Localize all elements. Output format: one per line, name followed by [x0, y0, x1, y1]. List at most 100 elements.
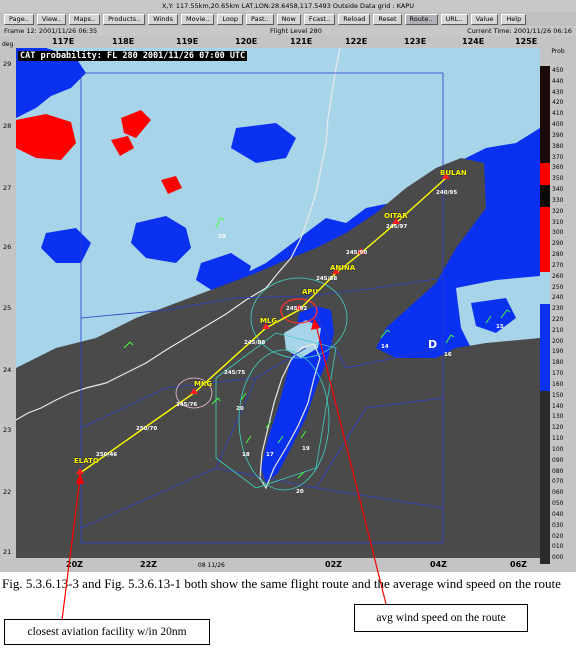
toolbar-button-view[interactable]: View.. [36, 13, 66, 25]
colorbar-swatch [540, 109, 550, 121]
toolbar-button-winds[interactable]: Winds [148, 13, 179, 25]
colorbar-swatch [540, 217, 550, 229]
toolbar-button-value[interactable]: Value [470, 13, 499, 25]
colorbar-label: 030 [552, 521, 564, 529]
toolbar-button-reload[interactable]: Reload [338, 13, 371, 25]
toolbar-button-reset[interactable]: Reset [373, 13, 402, 25]
toolbar-button-now[interactable]: Now [276, 13, 301, 25]
toolbar-button-past[interactable]: Past.. [246, 13, 274, 25]
time-tick: 02Z [325, 560, 342, 569]
colorbar-label: 410 [552, 110, 564, 118]
blue-patch-2 [41, 228, 91, 263]
colorbar-label: 310 [552, 218, 564, 226]
colorbar-label: 060 [552, 489, 564, 497]
colorbar-swatch [540, 120, 550, 132]
toolbar-button-loop[interactable]: Loop [217, 13, 243, 25]
colorbar-swatch [540, 282, 550, 294]
colorbar-label: 420 [552, 99, 564, 107]
colorbar-swatch [540, 185, 550, 197]
latitude-tick: 21 [3, 548, 12, 556]
waypoint-apu: APU [302, 288, 319, 296]
colorbar-swatch [540, 195, 550, 208]
obs-label-9: 18 [242, 452, 250, 458]
colorbar-label: 400 [552, 121, 564, 129]
callout-closest-facility: closest aviation facility w/in 20nm [4, 619, 210, 645]
time-tick: 06Z [510, 560, 527, 569]
colorbar-label: 200 [552, 337, 564, 345]
time-tick: 22Z [140, 560, 157, 569]
red-area-4 [161, 176, 182, 194]
colorbar-swatch [540, 347, 550, 359]
colorbar-swatch [540, 141, 550, 154]
obs-label-5: 20 [236, 406, 244, 412]
colorbar-swatch [540, 444, 550, 457]
waypoint-markers [76, 173, 450, 474]
colorbar-swatch [540, 369, 550, 381]
longitude-tick: 121E [290, 37, 313, 46]
colorbar-swatch [540, 509, 550, 522]
wind-label-4: 245/88 [316, 276, 337, 282]
colorbar-label: 170 [552, 370, 564, 378]
colorbar-swatch [540, 304, 550, 316]
toolbar-button-route[interactable]: Route.. [404, 13, 438, 25]
toolbar-button-page[interactable]: Page.. [4, 13, 34, 25]
longitude-tick: 118E [112, 37, 135, 46]
colorbar-label: 070 [552, 478, 564, 486]
callout-avg-wind: avg wind speed on the route [354, 604, 528, 632]
colorbar-label: 280 [552, 251, 564, 259]
deg-label: deg [2, 41, 14, 48]
toolbar-button-fcast[interactable]: Fcast.. [303, 13, 336, 25]
land-dark-area [16, 158, 540, 558]
map-title: CAT probability: FL 280 2001/11/26 07:00… [18, 51, 248, 61]
time-tick: 20Z [66, 560, 83, 569]
colorbar-label: 380 [552, 142, 564, 150]
colorbar-swatch [540, 87, 550, 99]
colorbar-swatch [540, 271, 550, 283]
current-time-label: Current Time: 2001/11/26 06:16 [467, 27, 572, 35]
colorbar-swatch [540, 293, 550, 305]
waypoint-mkg: MKG [194, 380, 212, 388]
colorbar-swatch [540, 412, 550, 424]
toolbar-button-maps[interactable]: Maps.. [68, 13, 101, 25]
colorbar-swatch [540, 315, 550, 327]
colorbar-label: 120 [552, 424, 564, 432]
toolbar-button-help[interactable]: Help [501, 13, 527, 25]
colorbar-title: Prob [551, 48, 565, 55]
colorbar-label: 290 [552, 240, 564, 248]
wind-label-1: 240/95 [436, 190, 457, 196]
colorbar-swatch [540, 239, 550, 251]
colorbar-swatch [540, 260, 550, 273]
figure-caption: Fig. 5.3.6.13-3 and Fig. 5.3.6.13-1 both… [2, 576, 561, 591]
colorbar-label: 140 [552, 402, 564, 410]
obs-label-4: 15 [496, 324, 504, 330]
colorbar-label: 150 [552, 391, 564, 399]
colorbar-swatch [540, 379, 550, 392]
toolbar-button-url[interactable]: URL.. [440, 13, 468, 25]
time-tick: 08 11/26 [198, 562, 225, 569]
flight-route [79, 177, 447, 474]
colorbar-label: 330 [552, 196, 564, 204]
colorbar-label: 350 [552, 175, 564, 183]
colorbar-swatch [540, 163, 550, 175]
colorbar-label: 240 [552, 294, 564, 302]
colorbar-swatch [540, 477, 550, 489]
time-axis: 20Z 22Z 08 11/26 02Z 04Z 06Z [0, 558, 548, 572]
colorbar-swatch [540, 228, 550, 240]
marker-d: D [428, 338, 437, 351]
colorbar-swatch [540, 401, 550, 413]
cat-probability-map[interactable]: BULAN OITAR ANINA APU MLG MKG ELATO D 24… [16, 48, 540, 558]
wind-label-10: 250/46 [96, 452, 117, 458]
colorbar-swatch [540, 130, 550, 143]
colorbar-swatch [540, 250, 550, 262]
colorbar-label: 360 [552, 164, 564, 172]
toolbar-button-products[interactable]: Products.. [103, 13, 146, 25]
colorbar-swatch [540, 390, 550, 403]
blue-patch-east-2 [471, 298, 516, 333]
wind-label-8: 245/76 [176, 402, 197, 408]
latitude-tick: 23 [3, 426, 12, 434]
toolbar-button-movie[interactable]: Movie.. [181, 13, 215, 25]
obs-label-2: 14 [381, 344, 389, 350]
colorbar-swatch [540, 336, 550, 348]
obs-label-6: 17 [266, 452, 274, 458]
latitude-tick: 28 [3, 122, 12, 130]
